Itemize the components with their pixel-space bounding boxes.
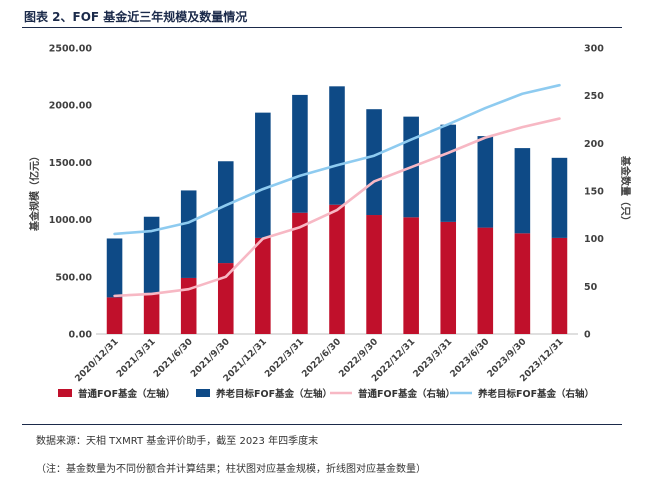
legend-label: 养老目标FOF基金（右轴） bbox=[477, 388, 594, 400]
y-right-tick-label: 200 bbox=[584, 139, 604, 150]
y-right-tick-label: 300 bbox=[584, 44, 604, 55]
bar-pension-fof bbox=[106, 238, 123, 298]
y-right-tick-label: 50 bbox=[584, 282, 598, 293]
bar-pension-fof bbox=[143, 216, 160, 293]
bar-pension-fof bbox=[217, 161, 234, 264]
y-left-tick-label: 0.00 bbox=[69, 330, 93, 341]
y-right-tick-label: 100 bbox=[584, 234, 604, 245]
x-tick-label: 2021/3/31 bbox=[115, 337, 158, 380]
chart-lines bbox=[113, 83, 561, 298]
line-pension-fof bbox=[113, 83, 561, 236]
data-source-text: 数据来源：天相 TXMRT 基金评价助手，截至 2023 年四季度末 bbox=[36, 436, 319, 447]
footer-divider bbox=[22, 424, 622, 425]
y-right-tick-label: 150 bbox=[584, 187, 604, 198]
y-left-tick-label: 1500.00 bbox=[49, 158, 93, 169]
line-regular-fof bbox=[113, 117, 561, 298]
bar-regular-fof bbox=[329, 204, 345, 334]
legend-swatch-bar bbox=[58, 389, 72, 397]
bar-regular-fof bbox=[217, 263, 234, 334]
y-right-tick-label: 0 bbox=[584, 330, 591, 341]
bar-regular-fof bbox=[403, 217, 419, 334]
x-tick-label: 2022/6/30 bbox=[300, 337, 343, 380]
legend-label: 普通FOF基金（左轴） bbox=[78, 388, 175, 400]
chart-title: 图表 2、FOF 基金近三年规模及数量情况 bbox=[24, 10, 248, 24]
bar-pension-fof bbox=[477, 136, 494, 228]
bar-pension-fof bbox=[440, 124, 457, 222]
chart-note-text: （注：基金数量为不同份额合并计算结果；柱状图对应基金规模，折线图对应基金数量） bbox=[36, 464, 426, 475]
y-left-tick-label: 1000.00 bbox=[49, 215, 93, 226]
y-left-axis-title: 基金规模（亿元） bbox=[28, 151, 41, 232]
bar-regular-fof bbox=[255, 237, 271, 334]
bar-regular-fof bbox=[143, 292, 160, 334]
y-left-tick-label: 500.00 bbox=[55, 272, 92, 283]
bar-regular-fof bbox=[106, 297, 123, 334]
y-right-tick-label: 250 bbox=[584, 91, 604, 102]
bar-pension-fof bbox=[551, 157, 568, 238]
x-tick-label: 2021/6/30 bbox=[152, 337, 195, 380]
y-left-tick-label: 2000.00 bbox=[49, 101, 93, 112]
x-tick-label: 2023/6/30 bbox=[449, 337, 492, 380]
bar-regular-fof bbox=[366, 215, 382, 334]
y-left-tick-label: 2500.00 bbox=[49, 44, 93, 55]
chart-bars bbox=[106, 86, 568, 334]
bar-pension-fof bbox=[292, 94, 308, 213]
fof-chart: 0.00 500.00 1000.00 1500.00 2000.00 2500.00 0 5… bbox=[28, 44, 632, 401]
bar-pension-fof bbox=[514, 148, 531, 234]
chart-legend: 普通FOF基金（左轴） 养老目标FOF基金（左轴） 普通FOF基金（右轴） 养老目标F… bbox=[58, 388, 594, 400]
bar-pension-fof bbox=[255, 112, 271, 238]
title-divider bbox=[22, 27, 622, 28]
x-tick-label: 2020/12/31 bbox=[74, 337, 121, 384]
bar-regular-fof bbox=[477, 227, 494, 334]
bar-regular-fof bbox=[440, 221, 457, 334]
y-right-axis-title: 基金数量（只） bbox=[619, 155, 632, 226]
bar-pension-fof bbox=[329, 86, 345, 205]
legend-swatch-bar bbox=[196, 389, 210, 397]
bar-pension-fof bbox=[180, 190, 197, 278]
bar-regular-fof bbox=[514, 233, 531, 334]
x-tick-label: 2022/3/31 bbox=[263, 337, 306, 380]
bar-regular-fof bbox=[180, 277, 197, 334]
bar-regular-fof bbox=[551, 237, 568, 334]
legend-label: 普通FOF基金（右轴） bbox=[358, 388, 455, 400]
bar-pension-fof bbox=[366, 109, 382, 216]
x-tick-label: 2023/3/31 bbox=[412, 337, 455, 380]
bar-regular-fof bbox=[292, 212, 308, 334]
legend-label: 养老目标FOF基金（左轴） bbox=[215, 388, 332, 400]
